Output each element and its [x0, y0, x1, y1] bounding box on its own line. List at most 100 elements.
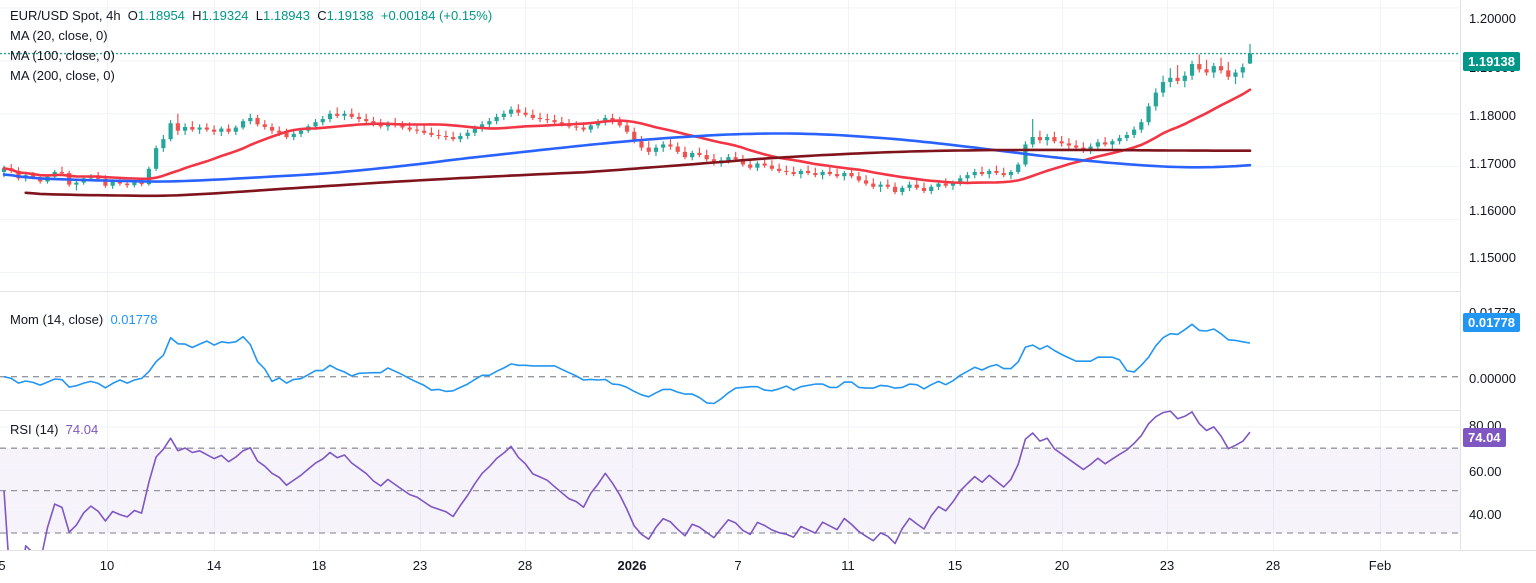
candle-body	[436, 134, 441, 137]
candle-body	[175, 123, 180, 131]
candle-body	[1066, 143, 1071, 146]
candle-body	[1052, 137, 1057, 142]
candle-body	[849, 173, 854, 177]
candle-body	[211, 129, 217, 132]
price-pane[interactable]	[0, 0, 1460, 291]
candle-body	[313, 122, 318, 127]
candle-body	[1211, 66, 1216, 73]
candle-body	[1059, 141, 1064, 144]
time-axis[interactable]: 5 10 14 18 23 28 2026 7 11 15 20 23 28 Feb	[0, 550, 1536, 583]
candle-body	[161, 139, 166, 149]
candle-body	[523, 112, 528, 115]
candle-body	[349, 113, 354, 117]
candle-body	[226, 128, 231, 132]
time-tick: 5	[0, 558, 6, 573]
candle-body	[820, 171, 825, 176]
candle-body	[1124, 134, 1129, 139]
candle-body	[892, 186, 898, 193]
momentum-pane[interactable]	[0, 291, 1460, 410]
candle-body	[704, 155, 709, 160]
candle-body	[183, 126, 188, 131]
candle-body	[190, 126, 195, 130]
candle-body	[1074, 145, 1079, 148]
candle-body	[255, 117, 260, 125]
candle-body	[842, 173, 847, 177]
open-value: 1.18954	[137, 8, 185, 23]
ma200-legend[interactable]: MA (200, close, 0)	[10, 68, 115, 83]
candle-body	[588, 125, 593, 130]
rsi-pane[interactable]	[0, 410, 1460, 550]
candle-body	[777, 168, 782, 171]
rsi-line	[3, 410, 1251, 550]
candle-body	[1103, 142, 1108, 145]
vertical-gridline	[632, 0, 633, 550]
candle-body	[921, 187, 927, 192]
ma100-line	[2, 132, 1252, 183]
time-tick: 20	[1054, 558, 1070, 573]
time-tick: 28	[1265, 558, 1281, 573]
high-label: H	[192, 8, 202, 23]
momentum-legend[interactable]: Mom (14, close) 0.01778	[10, 312, 157, 327]
candle-body	[320, 119, 325, 123]
candle-body	[1037, 137, 1043, 141]
candle-body	[907, 184, 912, 188]
candle-body	[1189, 64, 1195, 76]
candle-body	[784, 170, 789, 172]
momentum-plot[interactable]	[0, 291, 1460, 410]
candle-body	[574, 126, 579, 128]
candle-body	[1233, 72, 1238, 77]
candle-body	[755, 163, 760, 168]
price-scale[interactable]: 1.20000 1.19000 1.18000 1.17000 1.16000 …	[1460, 0, 1536, 550]
ma100-legend[interactable]: MA (100, close, 0)	[10, 48, 115, 63]
candle-body	[690, 152, 695, 158]
candle-body	[1175, 77, 1180, 81]
candle-body	[269, 126, 275, 131]
candle-body	[487, 121, 492, 125]
candle-body	[668, 144, 673, 147]
rsi-legend[interactable]: RSI (14) 74.04	[10, 422, 98, 437]
candle-body	[298, 130, 304, 134]
vertical-gridline	[1062, 0, 1063, 550]
candle-body	[530, 114, 535, 118]
price-plot[interactable]	[0, 0, 1460, 291]
axis-top-border	[0, 550, 1536, 551]
vertical-gridline	[1167, 0, 1168, 550]
candle-body	[125, 183, 130, 186]
ma20-legend[interactable]: MA (20, close, 0)	[10, 28, 108, 43]
candle-body	[154, 148, 159, 169]
vertical-gridline	[738, 0, 739, 550]
candle-body	[1008, 171, 1014, 176]
candle-body	[900, 187, 905, 193]
candle-body	[878, 184, 883, 187]
candle-body	[117, 181, 123, 184]
candle-body	[364, 119, 369, 122]
candle-body	[132, 182, 137, 186]
candle-body	[1168, 77, 1173, 83]
candle-body	[653, 147, 659, 152]
candle-body	[262, 124, 267, 127]
candle-body	[291, 133, 296, 138]
candle-body	[958, 178, 963, 183]
high-value: 1.19324	[201, 8, 249, 23]
rsi-legend-label: RSI (14)	[10, 422, 59, 437]
candle-body	[1218, 66, 1224, 71]
candle-body	[103, 178, 108, 186]
close-label: C	[317, 8, 327, 23]
candle-body	[769, 165, 774, 169]
candle-body	[1, 168, 7, 172]
candle-body	[950, 182, 956, 186]
rsi-plot[interactable]	[0, 410, 1460, 550]
rsi-legend-value: 74.04	[65, 422, 99, 437]
candle-body	[1110, 141, 1115, 145]
candle-body	[545, 119, 550, 121]
candle-body	[1240, 67, 1245, 73]
candle-body	[748, 164, 753, 168]
time-tick: 23	[412, 558, 428, 573]
candle-body	[378, 124, 383, 127]
time-tick: 15	[947, 558, 963, 573]
candle-body	[516, 109, 521, 113]
momentum-legend-value: 0.01778	[110, 312, 158, 327]
candle-body	[827, 171, 832, 175]
candle-body	[1197, 64, 1202, 70]
